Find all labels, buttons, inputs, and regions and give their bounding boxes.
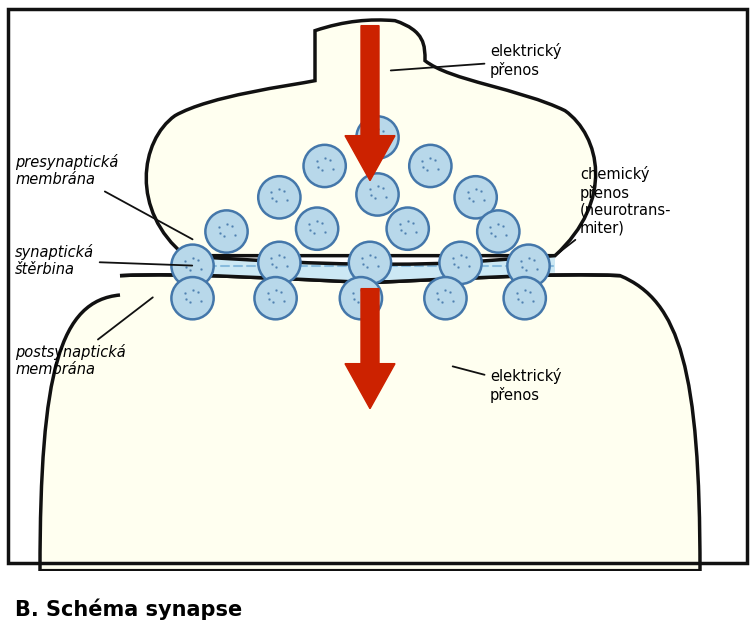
- Ellipse shape: [258, 242, 300, 284]
- Ellipse shape: [439, 242, 482, 284]
- PathPatch shape: [185, 256, 555, 280]
- Ellipse shape: [205, 211, 248, 253]
- Ellipse shape: [296, 207, 338, 250]
- FancyArrow shape: [345, 25, 395, 181]
- Text: chemický
přenos
(neurotrans-
miter): chemický přenos (neurotrans- miter): [557, 166, 671, 254]
- FancyArrow shape: [345, 289, 395, 409]
- Ellipse shape: [504, 277, 546, 319]
- Ellipse shape: [258, 176, 300, 219]
- Ellipse shape: [171, 277, 214, 319]
- Ellipse shape: [507, 245, 550, 287]
- Text: elektrický
přenos: elektrický přenos: [453, 366, 562, 403]
- Ellipse shape: [387, 207, 429, 250]
- Ellipse shape: [455, 176, 497, 219]
- Text: synaptická
štěrbina: synaptická štěrbina: [15, 244, 193, 278]
- Ellipse shape: [171, 245, 214, 287]
- Text: B. Schéma synapse: B. Schéma synapse: [15, 599, 242, 620]
- Ellipse shape: [340, 277, 382, 319]
- Text: postsynaptická
membrána: postsynaptická membrána: [15, 297, 153, 378]
- PathPatch shape: [146, 20, 596, 256]
- Ellipse shape: [424, 277, 467, 319]
- Ellipse shape: [356, 173, 399, 215]
- Ellipse shape: [349, 242, 391, 284]
- Ellipse shape: [409, 145, 451, 187]
- PathPatch shape: [40, 275, 700, 571]
- Ellipse shape: [356, 116, 399, 158]
- Ellipse shape: [254, 277, 297, 319]
- Text: presynaptická
membrána: presynaptická membrána: [15, 154, 193, 239]
- Ellipse shape: [304, 145, 346, 187]
- Text: elektrický
přenos: elektrický přenos: [391, 43, 562, 78]
- Ellipse shape: [477, 211, 519, 253]
